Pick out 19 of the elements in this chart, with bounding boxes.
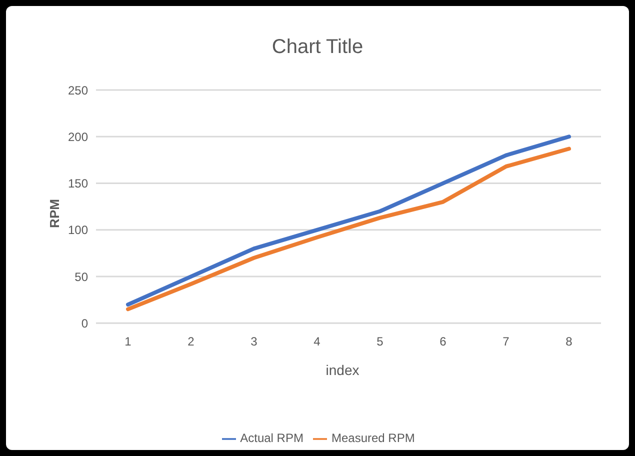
x-tick-label: 3: [250, 334, 258, 349]
y-tick-label: 250: [68, 83, 88, 98]
x-axis-title: index: [324, 362, 360, 378]
chart-title: Chart Title: [270, 36, 364, 59]
y-tick-label: 50: [74, 270, 88, 284]
x-tick-label: 7: [502, 334, 510, 349]
y-tick-label: 150: [68, 176, 88, 191]
x-tick-label: 1: [124, 334, 132, 349]
y-tick-label: 200: [68, 130, 88, 144]
x-tick-label: 5: [376, 334, 384, 349]
y-tick-label: 0: [81, 316, 88, 330]
x-tick-label: 2: [188, 334, 195, 349]
legend-label: Actual RPM: [240, 431, 304, 446]
y-tick-label: 100: [68, 223, 88, 238]
x-tick-label: 6: [440, 334, 447, 349]
x-tick-label: 8: [566, 334, 573, 349]
x-tick-label: 4: [314, 334, 321, 349]
y-axis-title: RPM: [46, 199, 62, 228]
legend-label: Measured RPM: [331, 431, 415, 446]
